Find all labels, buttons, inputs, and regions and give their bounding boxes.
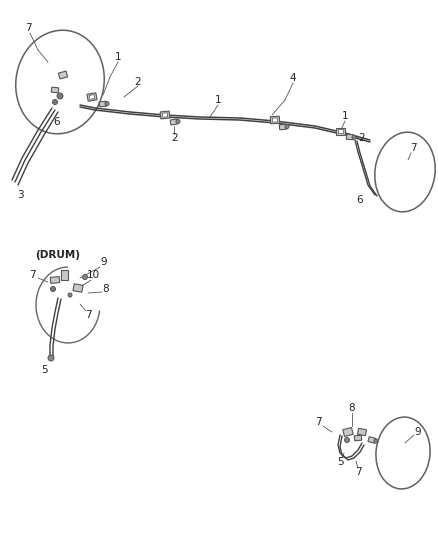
Circle shape [352, 135, 356, 139]
Text: 8: 8 [102, 284, 110, 294]
Text: 7: 7 [314, 417, 321, 427]
FancyBboxPatch shape [58, 71, 67, 79]
Circle shape [345, 438, 350, 442]
Circle shape [50, 287, 56, 292]
FancyBboxPatch shape [279, 124, 287, 130]
Text: 7: 7 [28, 270, 35, 280]
Text: 7: 7 [25, 23, 31, 33]
FancyBboxPatch shape [60, 270, 67, 280]
FancyBboxPatch shape [346, 134, 354, 140]
Text: 6: 6 [54, 117, 60, 127]
Circle shape [176, 119, 180, 124]
Text: 7: 7 [85, 310, 91, 320]
FancyBboxPatch shape [354, 435, 362, 441]
Text: 2: 2 [135, 77, 141, 87]
FancyBboxPatch shape [336, 127, 345, 134]
Text: (DRUM): (DRUM) [35, 250, 81, 260]
Circle shape [68, 293, 72, 297]
FancyBboxPatch shape [73, 284, 83, 292]
FancyBboxPatch shape [51, 87, 59, 93]
Circle shape [48, 355, 54, 361]
FancyBboxPatch shape [162, 113, 168, 117]
FancyBboxPatch shape [170, 119, 178, 125]
FancyBboxPatch shape [270, 116, 280, 124]
Text: 4: 4 [290, 73, 297, 83]
FancyBboxPatch shape [99, 101, 107, 107]
Text: 5: 5 [41, 365, 47, 375]
Text: 9: 9 [101, 257, 107, 267]
FancyBboxPatch shape [357, 429, 367, 435]
Text: 3: 3 [17, 190, 23, 200]
Circle shape [53, 100, 57, 104]
Text: 5: 5 [337, 457, 343, 467]
Text: 10: 10 [86, 270, 99, 280]
FancyBboxPatch shape [87, 93, 97, 101]
FancyBboxPatch shape [89, 94, 95, 99]
FancyBboxPatch shape [368, 437, 376, 443]
Text: 1: 1 [342, 111, 348, 121]
Circle shape [374, 439, 378, 443]
Circle shape [82, 274, 88, 279]
Circle shape [57, 93, 63, 99]
FancyBboxPatch shape [338, 129, 343, 133]
Text: 2: 2 [359, 133, 365, 143]
FancyBboxPatch shape [272, 118, 278, 122]
Circle shape [105, 102, 109, 106]
Text: 9: 9 [415, 427, 421, 437]
Text: 7: 7 [410, 143, 416, 153]
FancyBboxPatch shape [50, 277, 60, 284]
Text: 1: 1 [115, 52, 121, 62]
Text: 2: 2 [172, 133, 178, 143]
Text: 8: 8 [349, 403, 355, 413]
Text: 6: 6 [357, 195, 363, 205]
Text: 1: 1 [215, 95, 221, 105]
Text: 7: 7 [355, 467, 361, 477]
FancyBboxPatch shape [160, 111, 170, 119]
FancyBboxPatch shape [343, 427, 353, 437]
Circle shape [285, 125, 289, 128]
